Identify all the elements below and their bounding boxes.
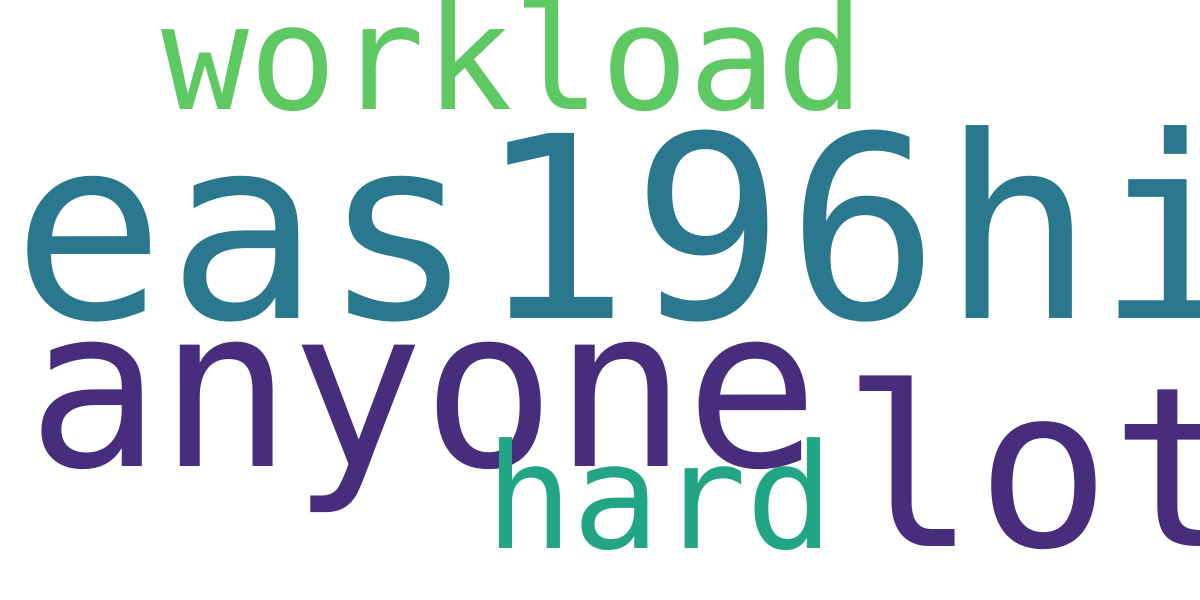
- word-eas196hi: eas196hi: [12, 82, 1200, 378]
- word-workload: workload: [161, 0, 865, 144]
- word-anyone: anyone: [27, 261, 819, 519]
- word-hard: hard: [485, 413, 834, 583]
- word-lot: lot: [842, 339, 1200, 599]
